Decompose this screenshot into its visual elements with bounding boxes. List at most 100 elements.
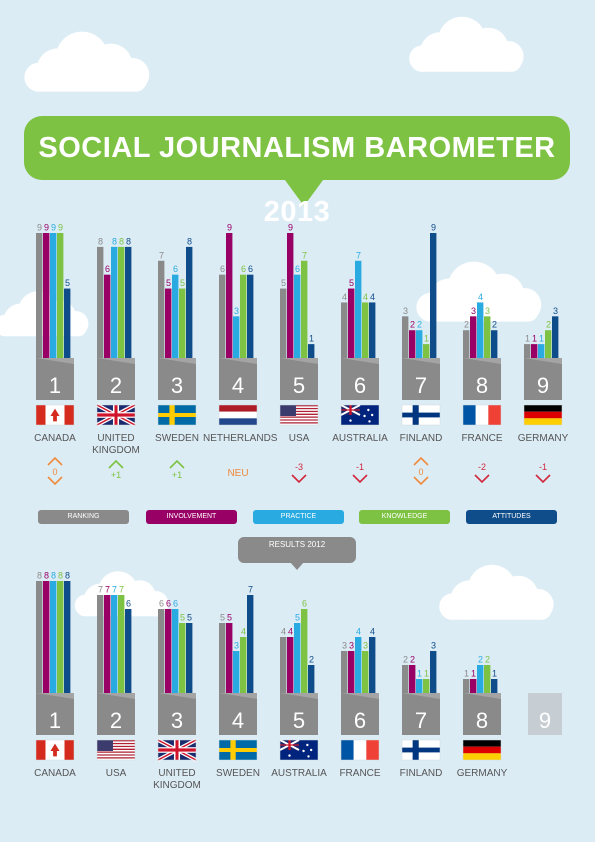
flag-border bbox=[218, 404, 258, 426]
flag-part bbox=[97, 740, 135, 742]
flag-border bbox=[340, 404, 380, 426]
flag-germany-icon bbox=[462, 739, 502, 761]
rank-box bbox=[158, 693, 196, 735]
rank-box-shade bbox=[341, 358, 379, 364]
change-value: -3 bbox=[295, 462, 303, 472]
flag-border bbox=[523, 404, 563, 426]
legend-item-attitudes: ATTITUDES bbox=[466, 510, 557, 524]
bar-ranking bbox=[524, 344, 531, 358]
data-label-involvement: 1 bbox=[471, 669, 476, 679]
cloud-shape bbox=[416, 261, 542, 322]
rank-box-faded bbox=[528, 693, 562, 735]
flag-part bbox=[219, 405, 257, 412]
bar-practice bbox=[294, 274, 301, 358]
data-label-involvement: 9 bbox=[44, 223, 49, 233]
star bbox=[363, 414, 366, 418]
flag-part bbox=[280, 406, 318, 408]
change-indicator: 0 bbox=[47, 456, 63, 486]
rank-box bbox=[158, 358, 196, 400]
cloud-base bbox=[411, 52, 522, 72]
bar-practice bbox=[416, 679, 423, 693]
flag-part bbox=[97, 750, 135, 752]
bar-attitudes bbox=[369, 637, 376, 693]
rank-box bbox=[280, 693, 318, 735]
flag-finland-icon bbox=[401, 739, 441, 761]
rank-box bbox=[97, 693, 135, 735]
bar-ranking bbox=[280, 637, 287, 693]
data-label-attitudes: 7 bbox=[248, 585, 253, 595]
flag-part bbox=[280, 744, 299, 746]
data-label-practice: 9 bbox=[51, 223, 56, 233]
data-label-attitudes: 4 bbox=[370, 627, 375, 637]
data-label-knowledge: 5 bbox=[180, 278, 185, 288]
data-label-ranking: 7 bbox=[159, 250, 164, 260]
data-label-ranking: 7 bbox=[98, 585, 103, 595]
bar-knowledge bbox=[240, 637, 247, 693]
flag-border bbox=[462, 404, 502, 426]
rank-number: 8 bbox=[476, 708, 488, 733]
country-label: AUSTRALIA bbox=[271, 768, 327, 779]
bar-practice bbox=[416, 330, 423, 358]
bar-knowledge bbox=[179, 288, 186, 358]
empty-rank-slot: 9 bbox=[528, 693, 562, 735]
flag-border bbox=[35, 404, 75, 426]
bar-involvement bbox=[287, 637, 294, 693]
data-label-practice: 6 bbox=[173, 264, 178, 274]
title-banner: SOCIAL JOURNALISM BAROMETER 2013 bbox=[24, 116, 570, 228]
bar-ranking bbox=[219, 623, 226, 693]
flag-border bbox=[96, 739, 136, 761]
rank-box bbox=[463, 693, 501, 735]
rank-number: 1 bbox=[49, 708, 61, 733]
country-label: UNITED KINGDOM bbox=[92, 433, 140, 456]
flag-part bbox=[158, 413, 196, 417]
data-label-involvement: 5 bbox=[349, 278, 354, 288]
flag-part bbox=[463, 746, 501, 754]
data-label-practice: 6 bbox=[295, 264, 300, 274]
flag-part bbox=[402, 412, 440, 418]
flag-part bbox=[219, 418, 257, 425]
country-group: 36 6 65 5 bbox=[157, 599, 197, 762]
bar-knowledge bbox=[362, 651, 369, 693]
flag-part bbox=[97, 741, 135, 743]
rank-box bbox=[280, 358, 318, 400]
rank-number: 4 bbox=[232, 373, 244, 398]
data-label-involvement: 7 bbox=[105, 585, 110, 595]
bar-practice bbox=[50, 581, 57, 693]
title-bubble bbox=[24, 116, 570, 180]
bar-knowledge bbox=[57, 233, 64, 358]
data-label-ranking: 8 bbox=[37, 571, 42, 581]
data-label-attitudes: 3 bbox=[553, 306, 558, 316]
data-label-attitudes: 6 bbox=[126, 599, 131, 609]
chevron-up-icon bbox=[47, 456, 63, 466]
bar-practice bbox=[477, 665, 484, 693]
rank-number: 9 bbox=[537, 373, 549, 398]
cloud-shape bbox=[24, 31, 150, 92]
bar-knowledge bbox=[362, 302, 369, 358]
rank-box bbox=[219, 693, 257, 735]
rank-number: 9 bbox=[539, 708, 551, 733]
data-label-practice: 4 bbox=[356, 627, 361, 637]
flag-part bbox=[280, 412, 318, 414]
flag-border bbox=[279, 404, 319, 426]
rank-box-shade bbox=[158, 693, 196, 699]
star bbox=[370, 413, 374, 417]
data-label-attitudes: 8 bbox=[126, 236, 131, 246]
arrow-down-icon bbox=[291, 474, 307, 484]
flag-part bbox=[280, 405, 296, 416]
rank-box bbox=[36, 693, 74, 735]
flag-part bbox=[280, 405, 318, 407]
flag-part bbox=[366, 740, 379, 760]
data-label-practice: 3 bbox=[234, 641, 239, 651]
data-label-involvement: 1 bbox=[532, 334, 537, 344]
data-label-attitudes: 2 bbox=[309, 655, 314, 665]
data-label-practice: 2 bbox=[417, 320, 422, 330]
data-label-involvement: 6 bbox=[105, 264, 110, 274]
change-indicator: +1 bbox=[108, 459, 124, 480]
country-group: 5 5 9 67 1 bbox=[279, 223, 319, 426]
bar-ranking bbox=[402, 665, 409, 693]
legend-item-involvement: INVOLVEMENT bbox=[146, 510, 237, 524]
